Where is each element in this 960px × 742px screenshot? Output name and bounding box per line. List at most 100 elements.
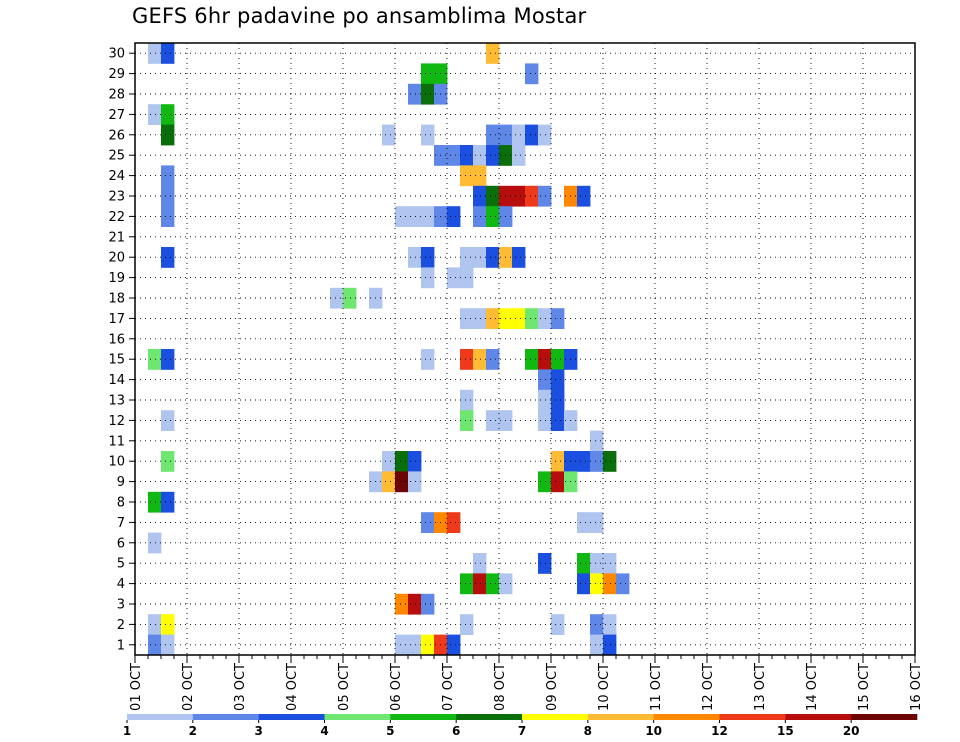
heatmap-cell [551,451,565,472]
heatmap-cell [148,104,162,125]
x-tick-label: 12 OCT [701,663,716,711]
heatmap-cell [382,471,396,493]
heatmap-cell [161,614,175,635]
heatmap-cell [551,410,565,431]
y-tick-label: 14 [108,373,125,388]
legend-label: 4 [320,724,328,738]
x-tick-label: 11 OCT [649,663,664,711]
heatmap-cell [590,573,604,595]
heatmap-cell [538,124,552,146]
heatmap-cell [603,614,617,635]
heatmap-cell [161,43,175,64]
chart-title: GEFS 6hr padavine po ansamblima Mostar [132,4,587,28]
y-tick-label: 29 [108,67,125,82]
heatmap-cell [382,451,396,472]
heatmap-cell [395,451,409,472]
y-tick-label: 12 [108,414,125,429]
heatmap-cell [447,267,461,289]
heatmap-cell [616,573,630,595]
y-tick-label: 18 [108,292,125,307]
heatmap-cell [460,145,474,166]
y-tick-label: 3 [117,598,125,613]
heatmap-cell [538,553,552,574]
heatmap-cell [577,573,591,595]
x-tick-label: 05 OCT [337,663,352,711]
y-tick-label: 26 [108,128,125,143]
heatmap-cell [161,451,175,472]
y-tick-label: 1 [117,638,125,653]
y-tick-label: 9 [117,475,125,490]
heatmap-cell [473,165,487,187]
heatmap-cell [408,471,422,493]
heatmap-cell [577,512,591,533]
legend-label: 8 [584,724,592,738]
heatmap-cell [395,593,409,615]
x-tick-label: 01 OCT [129,663,144,711]
y-tick-label: 8 [117,496,125,511]
y-tick-label: 28 [108,88,125,103]
legend-label: 12 [711,724,728,738]
heatmap-cell [447,634,461,656]
heatmap-cell [421,83,435,105]
x-tick-label: 08 OCT [493,663,508,711]
heatmap-cell [577,553,591,574]
heatmap-cell [486,410,500,431]
heatmap-cell [590,430,604,452]
y-tick-label: 30 [108,47,125,62]
legend-label: 3 [254,724,262,738]
heatmap-cell [538,308,552,329]
heatmap-cell [161,185,175,207]
heatmap-cell [525,185,539,207]
legend-label: 15 [777,724,794,738]
heatmap-cell [421,593,435,615]
x-tick-label: 14 OCT [805,663,820,711]
heatmap-cell [460,349,474,370]
heatmap-cell [460,614,474,635]
x-tick-label: 06 OCT [389,663,404,711]
y-tick-label: 4 [117,577,125,592]
heatmap-cell [525,63,539,85]
y-tick-label: 6 [117,536,125,551]
legend-swatch [258,714,325,720]
heatmap-cell [512,308,526,329]
heatmap-cell [421,634,435,656]
heatmap-cell [408,634,422,656]
heatmap-cell [538,471,552,493]
heatmap-cell [551,471,565,493]
heatmap-cell [161,349,175,370]
heatmap-cell [473,206,487,227]
heatmap-cell [460,410,474,431]
heatmap-cell [421,124,435,146]
heatmap-cell [343,287,357,309]
heatmap-cell [460,308,474,329]
heatmap-cell [590,512,604,533]
x-tick-label: 10 OCT [597,663,612,711]
heatmap-cell [486,349,500,370]
heatmap-cell [590,634,604,656]
heatmap-cell [603,451,617,472]
heatmap-cell [421,267,435,289]
x-tick-label: 09 OCT [545,663,560,711]
heatmap-cell [460,247,474,268]
x-tick-label: 15 OCT [857,663,872,711]
heatmap-cell [460,573,474,595]
heatmap-cell [525,349,539,370]
x-tick-label: 02 OCT [181,663,196,711]
grid-lines [135,43,915,655]
legend-label: 2 [189,724,197,738]
heatmap-cell [590,553,604,574]
heatmap-cell [486,145,500,166]
legend-label: 6 [452,724,460,738]
heatmap-cell [161,634,175,656]
heatmap-cell [603,573,617,595]
heatmap-cell [551,369,565,391]
heatmap-cells [148,43,630,656]
y-tick-label: 11 [108,434,125,449]
heatmap-cell [330,287,344,309]
heatmap-cell [473,247,487,268]
heatmap-cell [421,349,435,370]
x-tick-label: 04 OCT [285,663,300,711]
heatmap-cell [447,145,461,166]
y-tick-label: 24 [108,169,125,184]
